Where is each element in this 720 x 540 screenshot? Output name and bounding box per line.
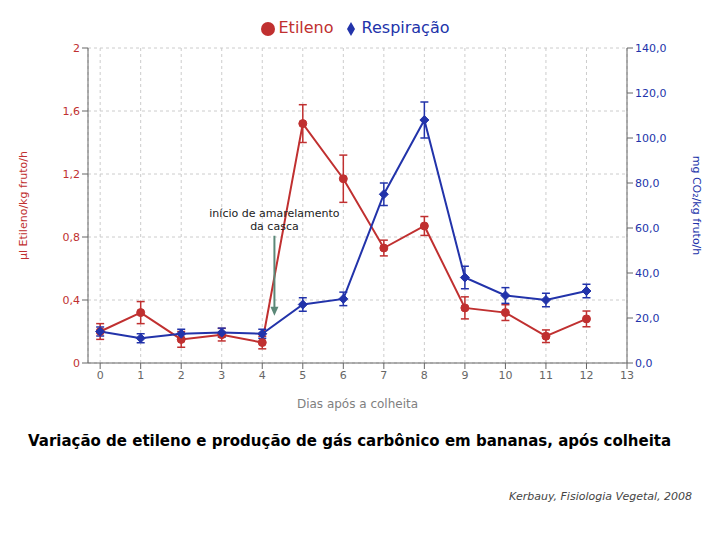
svg-text:1: 1 <box>137 369 144 382</box>
svg-text:0: 0 <box>97 369 104 382</box>
svg-text:Dias após a colheita: Dias após a colheita <box>297 397 418 411</box>
svg-text:5: 5 <box>299 369 306 382</box>
svg-text:13: 13 <box>620 369 634 382</box>
svg-text:10: 10 <box>498 369 512 382</box>
html-text:Kerbauy, Fisiologia Vegetal, 2: Kerbauy, Fisiologia Vegetal, 2008 <box>509 490 692 503</box>
svg-text:120,0: 120,0 <box>635 87 667 100</box>
svg-text:6: 6 <box>340 369 347 382</box>
svg-text:7: 7 <box>380 369 387 382</box>
svg-text:0,8: 0,8 <box>63 231 81 244</box>
svg-text:60,0: 60,0 <box>635 222 660 235</box>
html-text:Respiração: Respiração <box>361 18 450 37</box>
svg-text:mg CO₂/kg fruto/h: mg CO₂/kg fruto/h <box>690 156 703 256</box>
svg-text:0,4: 0,4 <box>63 294 81 307</box>
svg-text:20,0: 20,0 <box>635 312 660 325</box>
svg-text:4: 4 <box>259 369 266 382</box>
svg-text:1,2: 1,2 <box>63 168 81 181</box>
svg-text:140,0: 140,0 <box>635 42 667 55</box>
svg-text:80,0: 80,0 <box>635 177 660 190</box>
svg-text:1,6: 1,6 <box>63 105 81 118</box>
svg-text:0,0: 0,0 <box>635 357 653 370</box>
svg-text:3: 3 <box>218 369 225 382</box>
svg-text:12: 12 <box>579 369 593 382</box>
svg-text:µl Etileno/kg fruto/h: µl Etileno/kg fruto/h <box>17 151 30 260</box>
html-text:Etileno: Etileno <box>278 18 334 37</box>
svg-text:40,0: 40,0 <box>635 267 660 280</box>
html-text:Variação de etileno e produção: Variação de etileno e produção de gás ca… <box>28 432 672 450</box>
svg-text:2: 2 <box>73 42 80 55</box>
svg-text:2: 2 <box>178 369 185 382</box>
svg-text:100,0: 100,0 <box>635 132 667 145</box>
svg-text:9: 9 <box>461 369 468 382</box>
svg-text:0: 0 <box>73 357 80 370</box>
svg-text:11: 11 <box>539 369 553 382</box>
svg-text:8: 8 <box>421 369 428 382</box>
svg-text:início de amarelamentoda casca: início de amarelamentoda casca <box>209 207 339 233</box>
